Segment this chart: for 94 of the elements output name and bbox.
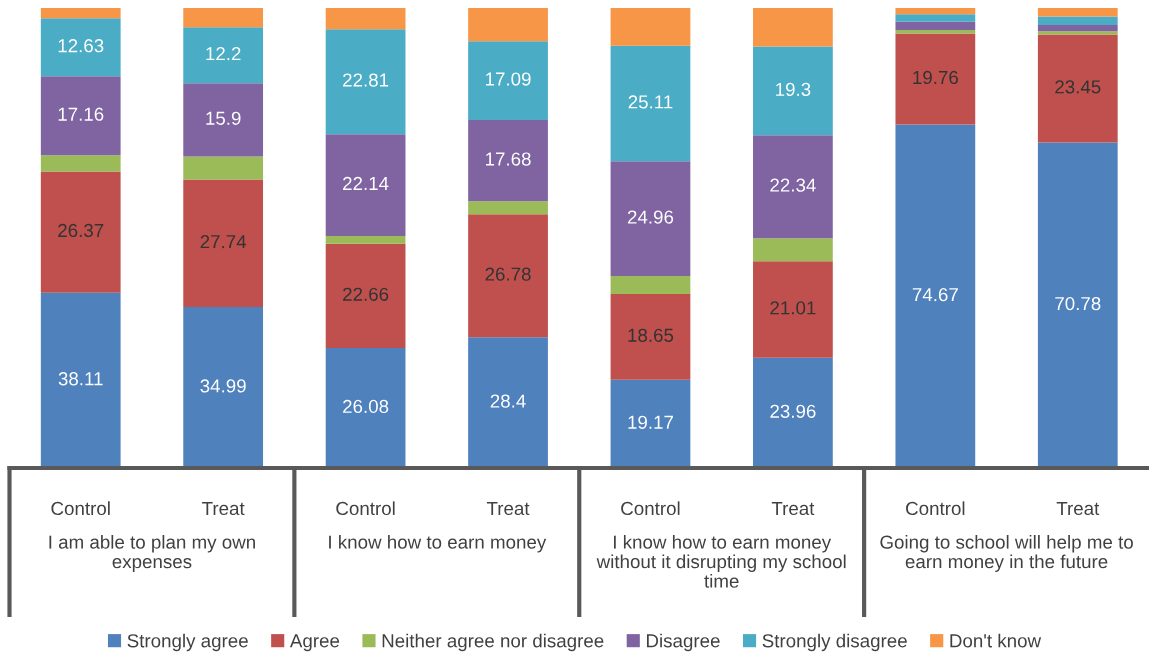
bar (40, 155, 121, 172)
data-label: 19.3 (776, 82, 811, 97)
data-label: 70.78 (1055, 296, 1101, 311)
bar (610, 294, 691, 380)
bar (753, 46, 833, 136)
x-tick-label: Control (621, 501, 680, 516)
bar (183, 8, 264, 28)
bar (1037, 31, 1118, 35)
data-label: 25.11 (628, 95, 673, 109)
bar (468, 41, 548, 120)
bar (610, 379, 691, 468)
bar (40, 76, 121, 156)
bar (183, 156, 264, 180)
bar (468, 119, 548, 202)
text: Going to school will help me to earn money in the future (880, 535, 1133, 572)
bar (468, 201, 548, 215)
bar (183, 307, 264, 468)
text: I am able to plan my own expenses (49, 535, 255, 572)
data-label: 23.45 (1055, 80, 1101, 94)
bar (325, 348, 406, 468)
data-label: 22.81 (343, 73, 389, 87)
x-tick-label: Treat (202, 502, 245, 516)
legend-label: Strongly disagree (762, 633, 907, 652)
bar (1037, 142, 1118, 468)
bar (753, 261, 833, 358)
data-label: 26.08 (343, 399, 389, 414)
bar (40, 18, 121, 77)
data-label: 28.4 (490, 394, 526, 408)
bar (895, 14, 976, 22)
bar (753, 357, 833, 468)
data-label: 27.74 (200, 235, 247, 249)
data-label: 26.37 (58, 223, 104, 238)
legend-label: Strongly agree (127, 633, 248, 652)
bar (1037, 16, 1118, 25)
data-label: 19.17 (628, 415, 673, 429)
bar (1037, 24, 1118, 32)
data-label: 26.78 (485, 267, 531, 281)
data-label: 17.68 (486, 152, 531, 166)
x-tick-label: Control (906, 501, 965, 516)
data-label: 22.14 (343, 176, 389, 190)
text: I know how to earn money without it disrupting my school time (596, 535, 846, 588)
bar (325, 134, 406, 236)
bar (610, 276, 691, 295)
bar (325, 29, 406, 135)
bar (753, 8, 833, 47)
data-label: 24.96 (627, 210, 674, 224)
bar (895, 21, 976, 30)
legend-label: Neither agree nor disagree (382, 633, 604, 652)
x-tick-label: Control (336, 501, 395, 516)
bar (1037, 34, 1118, 143)
bar (895, 29, 976, 34)
bar (753, 238, 833, 262)
bar (610, 8, 691, 46)
x-tick-label: Treat (486, 502, 530, 516)
bar (895, 124, 976, 468)
bar (40, 171, 121, 293)
bar (183, 179, 264, 308)
bar (40, 8, 121, 19)
bar (1037, 8, 1118, 17)
data-label: 74.67 (912, 288, 958, 302)
bar (895, 8, 976, 15)
x-tick-label: Control (51, 501, 110, 516)
legend-label: Don't know (950, 633, 1042, 648)
legend-label: Agree (289, 634, 340, 652)
bar (610, 161, 691, 277)
data-label: 17.09 (486, 72, 531, 86)
data-label: 12.2 (206, 47, 241, 61)
legend-label: Disagree (646, 633, 720, 652)
bar (183, 83, 264, 157)
bar (753, 135, 833, 239)
data-label: 18.65 (628, 328, 674, 342)
data-label: 19.76 (913, 70, 958, 85)
x-tick-label: Treat (771, 502, 815, 516)
data-label: 38.11 (58, 372, 103, 386)
bar (468, 337, 548, 468)
data-label: 21.01 (770, 301, 816, 315)
data-label: 15.9 (206, 111, 241, 125)
text: I know how to earn money (329, 535, 547, 553)
data-label: 34.99 (200, 379, 246, 393)
bar (468, 8, 548, 42)
bar (325, 235, 406, 244)
bar (325, 8, 406, 30)
bar (610, 45, 691, 162)
bar (468, 214, 548, 338)
data-label: 22.34 (770, 178, 816, 192)
bar (183, 27, 264, 84)
data-label: 22.66 (343, 287, 389, 301)
data-label: 17.16 (58, 107, 104, 121)
x-tick-label: Treat (1056, 502, 1100, 516)
data-label: 12.63 (58, 39, 104, 53)
bar (325, 243, 406, 349)
bar (40, 292, 121, 468)
data-label: 23.96 (770, 404, 816, 418)
bar (895, 33, 976, 125)
